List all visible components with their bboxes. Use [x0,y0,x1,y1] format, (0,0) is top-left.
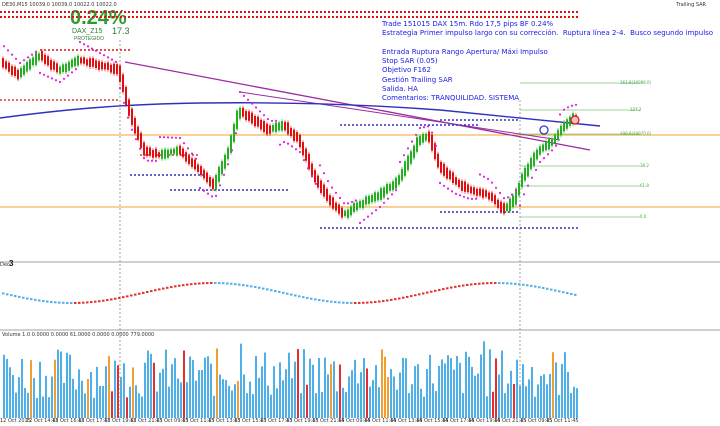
fib-label-0: 0.0 [640,214,647,219]
parabolic-sar [2,40,578,225]
moving-average [0,102,601,127]
annotation-line-1: Trade 151015 DAX 15m. Rdo 17,5 pips BF 0… [382,20,554,28]
time-axis: 12 Oct 2015 12 Oct 14:45 12 Oct 16:45 12 Oc… [0,418,720,426]
symbol-value: 17.3 [112,26,130,36]
trend-line-2 [239,91,561,141]
time-tick: 15 Oct 11:45 [546,418,579,424]
time-tick: 13 Oct 21:45 [312,418,345,424]
subpanel-value: 3 [9,259,14,268]
fib-label-61: 61.8 [640,183,649,188]
annotation-line-8: Comentarios: TRANQUILIDAD. SISTEMA [382,94,520,103]
subpanel-label: Dec [0,262,10,268]
time-tick: 12 Oct 16:45 [52,418,85,424]
time-tick: 12 Oct 2015 [0,418,31,424]
fibonacci-levels [520,82,640,218]
exit-marker [570,115,580,125]
time-tick: 13 Oct 11:45 [182,418,215,424]
time-tick: 12 Oct 21:45 [130,418,163,424]
time-tick: 14 Oct 21:45 [494,418,527,424]
time-tick: 14 Oct 09:45 [338,418,371,424]
fib-label-127: 127.2 [630,107,642,112]
trade-annotation: Trade 151015 DAX 15m. Rdo 17,5 pips BF 0… [382,20,713,104]
fib-label-38: 38.2 [640,163,649,168]
time-tick: 12 Oct 14:45 [26,418,59,424]
time-tick: 13 Oct 17:45 [260,418,293,424]
trend-line [124,61,591,151]
annotation-line-2: Estrategia Primer impulso largo con su c… [382,29,714,38]
time-tick: 14 Oct 17:45 [442,418,475,424]
oscillator-dots [2,282,577,304]
indicator-label: Trailing SAR [676,2,706,8]
time-tick: 12 Oct 19:45 [104,418,137,424]
time-tick: 13 Oct 15:45 [234,418,267,424]
annotation-line-5: Objetivo F162 [382,66,431,75]
ticker-readout: DE30,M15 10039.0 10039.0 10022.0 10022.0 [2,2,117,8]
annotation-line-4: Stop SAR (0.05) [382,57,438,66]
time-tick: 15 Oct 09:45 [520,418,553,424]
time-tick: 13 Oct 09:45 [156,418,189,424]
time-tick: 13 Oct 19:45 [286,418,319,424]
status-label: PROTEGIDO [74,36,105,42]
annotation-line-6: Gestión Trailing SAR [382,75,453,84]
volume-label: Volume 1.0 0.0000 0.0000 61.0000 0.0000 … [2,332,155,338]
time-tick: 14 Oct 11:45 [364,418,397,424]
volume-bars [3,341,578,418]
price-candles [2,48,577,220]
annotation-line-3: Entrada Ruptura Rango Apertura/ Máxi Imp… [382,47,548,56]
symbol-label: DAX_Z15 [72,28,103,35]
fib-label-100: 100.0(10070.0) [620,131,652,136]
fib-label-161: 161.8(10086.0) [620,80,652,85]
time-tick: 12 Oct 17:45 [78,418,111,424]
time-tick: 13 Oct 13:45 [208,418,241,424]
time-tick: 14 Oct 13:45 [390,418,423,424]
entry-marker [539,125,549,135]
time-tick: 14 Oct 19:45 [468,418,501,424]
annotation-line-7: Salida. HA [382,85,418,94]
time-tick: 14 Oct 15:45 [416,418,449,424]
